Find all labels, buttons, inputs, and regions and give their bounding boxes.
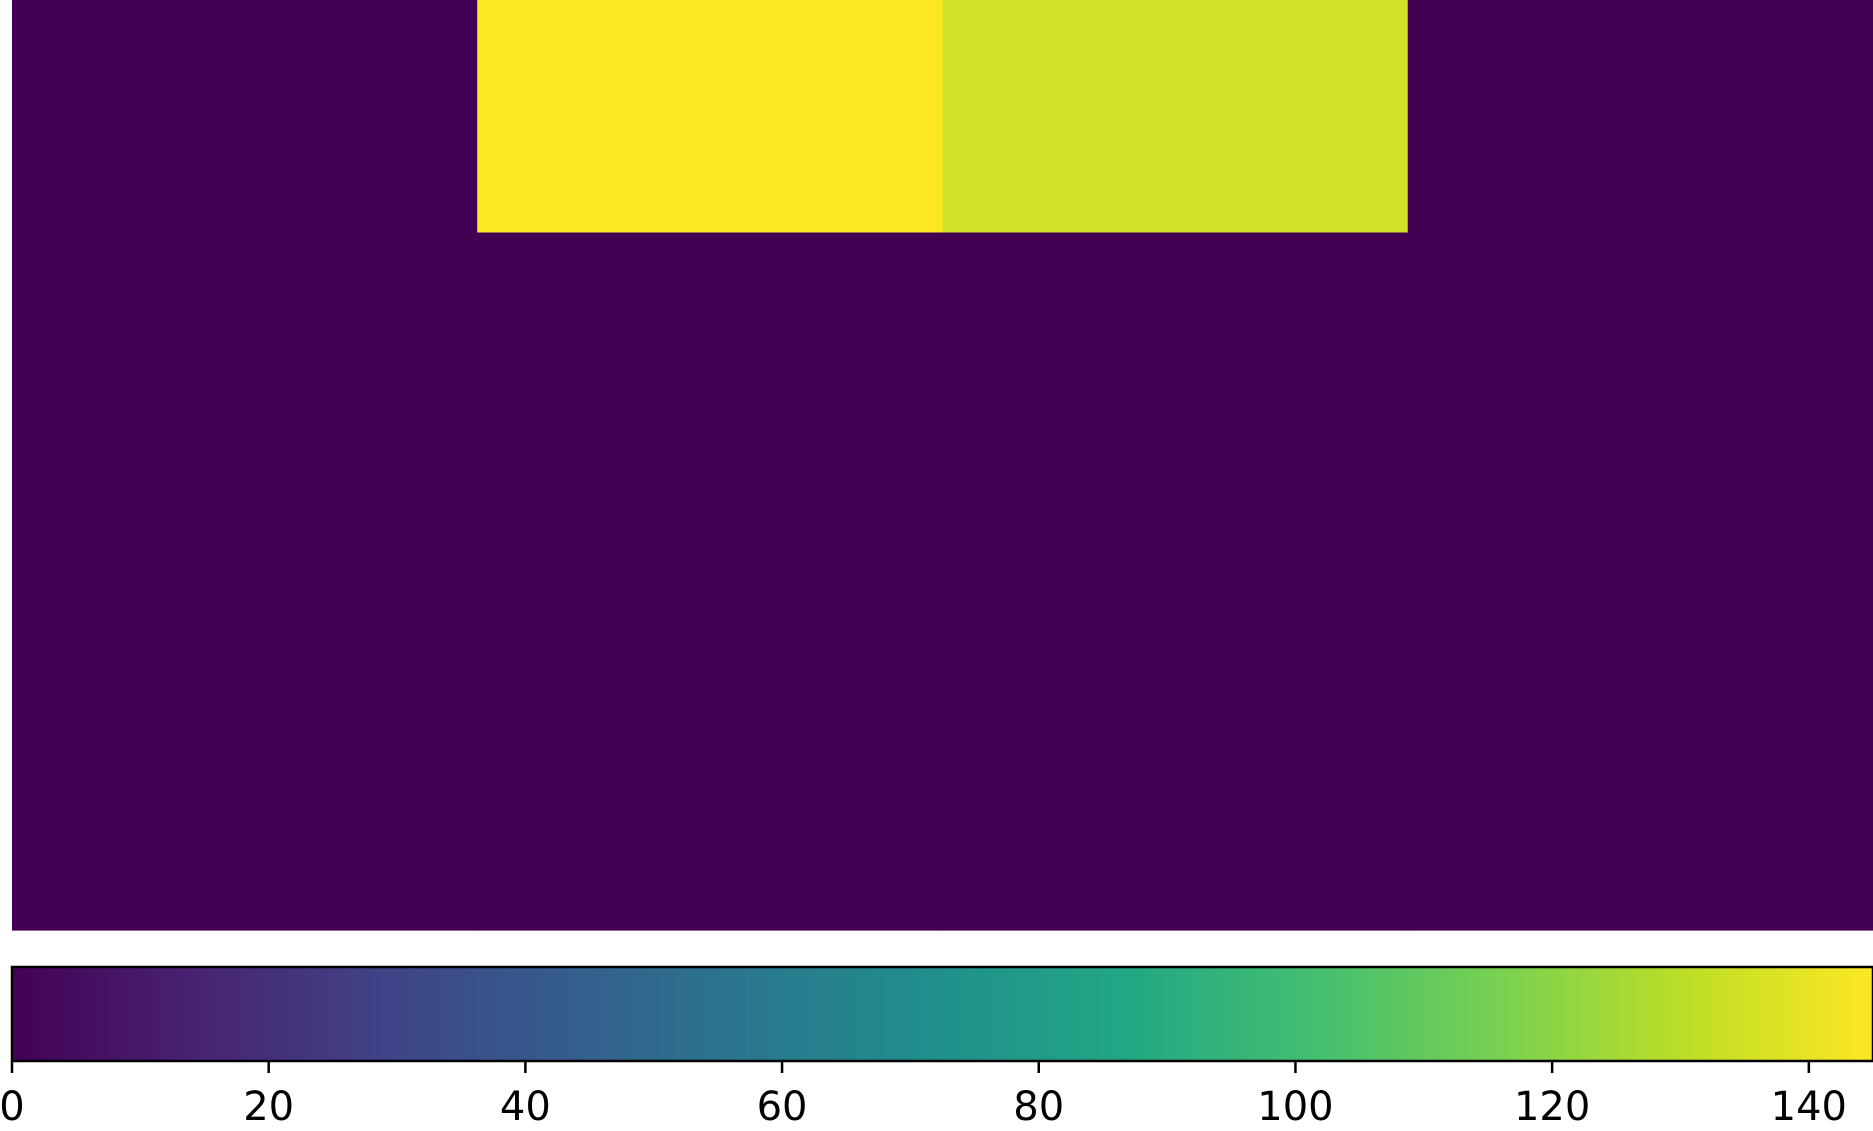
heatmap-grid bbox=[12, 0, 1873, 931]
colorbar-gradient bbox=[12, 967, 1873, 1061]
colorbar-tick-label-20: 20 bbox=[243, 1084, 294, 1130]
heatmap-cell-r2-c2 bbox=[942, 465, 1409, 699]
colorbar-tick-label-140: 140 bbox=[1771, 1084, 1847, 1130]
heatmap-cell-r1-c0 bbox=[12, 232, 478, 466]
colorbar-tick-label-100: 100 bbox=[1257, 1084, 1333, 1130]
colorbar-tick-label-0: 0 bbox=[0, 1084, 25, 1130]
heatmap-cell-r3-c0 bbox=[12, 697, 478, 931]
heatmap-cell-r2-c0 bbox=[12, 465, 478, 699]
heatmap-cell-r3-c3 bbox=[1407, 697, 1873, 931]
heatmap-cell-r0-c2 bbox=[942, 0, 1409, 234]
heatmap-cell-r1-c3 bbox=[1407, 232, 1873, 466]
colorbar-tick-label-60: 60 bbox=[757, 1084, 808, 1130]
heatmap-cell-r2-c1 bbox=[477, 465, 944, 699]
colorbar-ticks: 0 20 40 60 80 100 120 140 bbox=[0, 1061, 1847, 1130]
colorbar-tick-label-80: 80 bbox=[1013, 1084, 1064, 1130]
colorbar-tick-label-120: 120 bbox=[1514, 1084, 1590, 1130]
heatmap-cell-r3-c1 bbox=[477, 697, 944, 931]
colorbar: 0 20 40 60 80 100 120 140 bbox=[0, 965, 1873, 1130]
heatmap-cell-r3-c2 bbox=[942, 697, 1409, 931]
heatmap-cell-r0-c1 bbox=[477, 0, 944, 234]
heatmap-cell-r1-c1 bbox=[477, 232, 944, 466]
colorbar-frame bbox=[10, 965, 1873, 1063]
heatmap-cell-r0-c3 bbox=[1407, 0, 1873, 234]
heatmap-cell-r2-c3 bbox=[1407, 465, 1873, 699]
heatmap-cell-r0-c0 bbox=[12, 0, 478, 234]
heatmap-cell-r1-c2 bbox=[942, 232, 1409, 466]
colorbar-tick-label-40: 40 bbox=[500, 1084, 551, 1130]
